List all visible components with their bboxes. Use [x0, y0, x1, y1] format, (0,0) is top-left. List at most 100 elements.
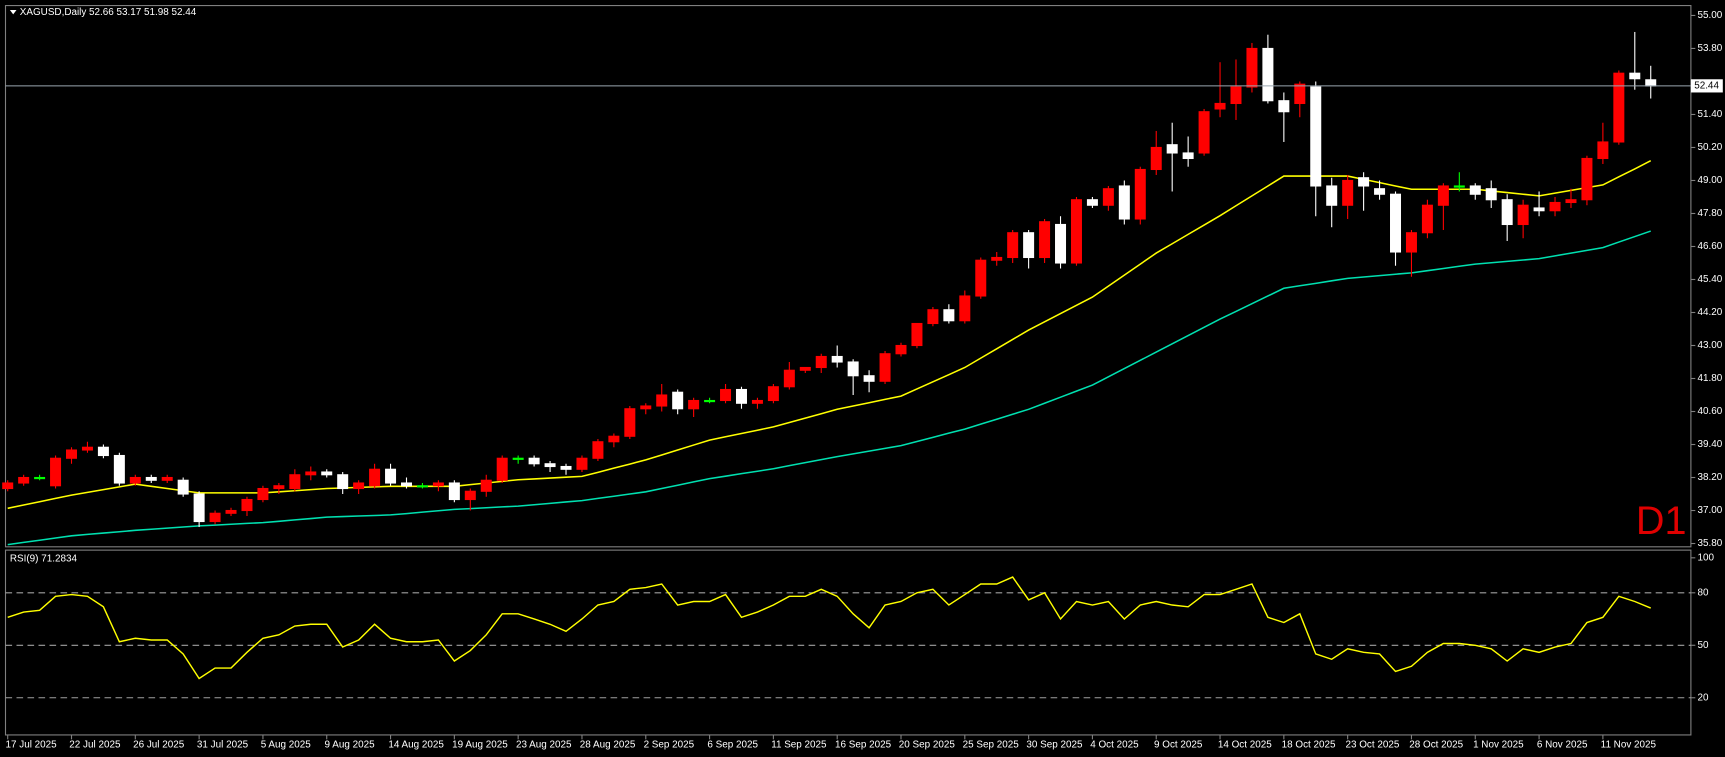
candle-body [1581, 157, 1593, 201]
candle-body [97, 446, 109, 457]
x-tick-label: 14 Aug 2025 [388, 739, 444, 750]
y-tick-label: 46.60 [1697, 241, 1722, 252]
candle-body [1039, 221, 1051, 259]
x-tick-label: 30 Sep 2025 [1026, 739, 1083, 750]
candle-body [1055, 223, 1067, 264]
candle-body [1342, 179, 1354, 206]
current-price-box [1690, 79, 1723, 93]
candle-body [783, 369, 795, 388]
candle-body [1326, 185, 1338, 206]
candle-body [1198, 111, 1210, 154]
rsi-pane [4, 549, 1692, 736]
candle-body [767, 386, 779, 402]
x-tick-label: 11 Sep 2025 [771, 739, 827, 750]
candle-body [1533, 207, 1545, 212]
candle-body [1150, 146, 1162, 171]
candle-body [640, 405, 652, 410]
candle-body [1262, 47, 1274, 102]
candle-body [337, 474, 349, 490]
candle-body [847, 361, 859, 377]
y-tick-label: 50.20 [1697, 142, 1722, 153]
x-tick-label: 1 Nov 2025 [1473, 739, 1524, 750]
candle-body [225, 509, 237, 514]
candle-body [1310, 86, 1322, 187]
y-tick-label: 20 [1697, 692, 1709, 703]
rsi-line [7, 576, 1652, 680]
candle-body [1134, 168, 1146, 220]
y-tick-label: 40.60 [1697, 406, 1722, 417]
x-tick-label: 20 Sep 2025 [899, 739, 956, 750]
candle-body [161, 476, 173, 481]
candle-body [1294, 83, 1306, 105]
candle-body [81, 446, 93, 451]
y-tick-label: 51.40 [1697, 109, 1722, 120]
candle-body [624, 408, 636, 437]
candle-body [177, 479, 189, 495]
x-tick-label: 19 Aug 2025 [452, 739, 508, 750]
candle-body [831, 355, 843, 363]
candle-body [66, 449, 78, 459]
candle-body [799, 366, 811, 371]
candle-body [1405, 232, 1417, 253]
candle-body [113, 454, 125, 484]
candle-body [943, 309, 955, 322]
chart-title: XAGUSD,Daily 52.66 53.17 51.98 52.44 [20, 7, 197, 18]
x-tick-label: 17 Jul 2025 [6, 739, 58, 750]
candle-body [1230, 86, 1242, 105]
candle-body [34, 476, 46, 480]
candle-body [1102, 188, 1114, 206]
candle-body [815, 355, 827, 369]
candle-body [241, 498, 253, 512]
candle-body [209, 512, 221, 523]
timeframe-label: D1 [1636, 499, 1687, 543]
y-tick-label: 37.00 [1697, 505, 1722, 516]
x-tick-label: 9 Oct 2025 [1154, 739, 1203, 750]
y-tick-label: 41.80 [1697, 373, 1722, 384]
y-tick-label: 45.40 [1697, 274, 1722, 285]
candle-body [512, 457, 524, 460]
candle-body [1166, 144, 1178, 154]
y-tick-label: 43.00 [1697, 340, 1722, 351]
candle-body [432, 482, 444, 487]
candle-body [704, 399, 716, 403]
candle-body [289, 474, 301, 490]
candle-body [1421, 204, 1433, 234]
candle-body [18, 476, 30, 484]
candle-body [1645, 79, 1657, 87]
candle-body [1485, 188, 1497, 201]
candle-body [1390, 193, 1402, 253]
candle-body [1214, 102, 1226, 110]
candle-body [1437, 185, 1449, 206]
candle-body [735, 388, 747, 404]
x-tick-label: 6 Sep 2025 [707, 739, 758, 750]
candle-body [1007, 232, 1019, 259]
candle-body [528, 457, 540, 465]
candle-body [751, 399, 763, 404]
candle-body [720, 388, 732, 402]
y-tick-label: 100 [1697, 552, 1714, 563]
price-pane [4, 5, 1692, 548]
y-tick-label: 80 [1697, 587, 1709, 598]
moving-average [7, 230, 1651, 546]
y-tick-label: 44.20 [1697, 307, 1722, 318]
x-tick-label: 2 Sep 2025 [644, 739, 695, 750]
y-tick-label: 55.00 [1697, 10, 1722, 21]
candle-body [305, 471, 317, 476]
x-tick-label: 23 Aug 2025 [516, 739, 572, 750]
candle-body [1118, 185, 1130, 220]
candle-body [385, 468, 397, 484]
candle-body [448, 482, 460, 501]
candle-body [353, 482, 365, 490]
y-tick-label: 38.20 [1697, 472, 1722, 483]
candle-body [1358, 177, 1370, 187]
candle-body [1070, 199, 1082, 264]
candle-body [257, 487, 269, 501]
candle-body [1278, 100, 1290, 113]
candle-body [1023, 232, 1035, 259]
x-tick-label: 25 Sep 2025 [963, 739, 1020, 750]
candle-body [369, 468, 381, 487]
candle-body [464, 490, 476, 501]
candle-body [2, 482, 14, 490]
